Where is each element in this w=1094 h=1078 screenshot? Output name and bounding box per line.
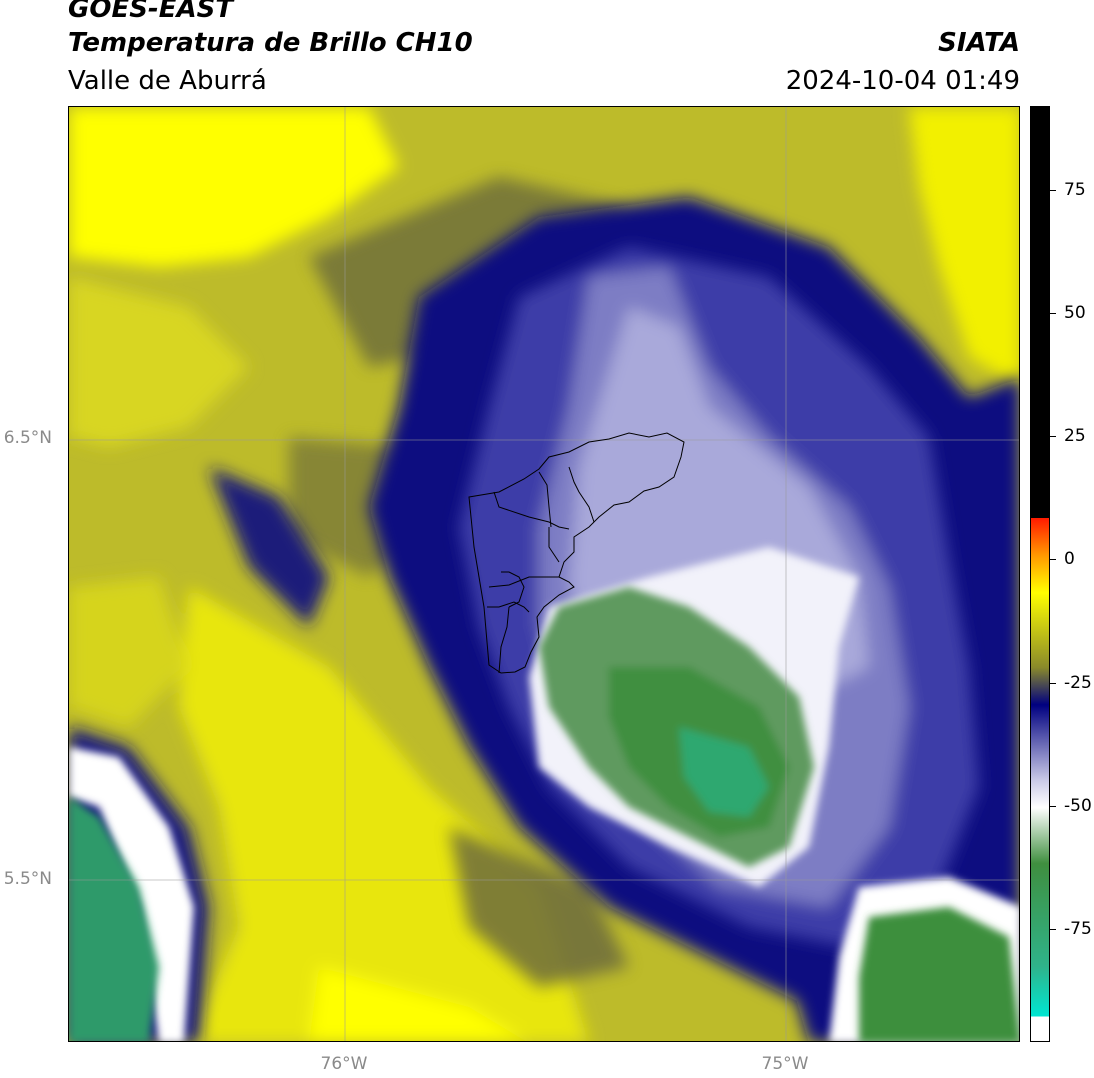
agency-label: SIATA [938, 28, 1020, 58]
colorbar-label-75: 75 [1064, 180, 1086, 200]
lon-label-75w: 75°W [761, 1054, 809, 1074]
map-panel[interactable] [68, 106, 1020, 1042]
colorbar-tick-minus50 [1050, 806, 1056, 807]
colorbar-label-minus75: -75 [1064, 919, 1092, 939]
datetime-label: 2024-10-04 01:49 [785, 66, 1020, 96]
colorbar-label-minus50: -50 [1064, 796, 1092, 816]
colorbar-tick-minus75 [1050, 929, 1056, 930]
boundary-8 [498, 606, 510, 674]
colorbar-tick-0 [1050, 559, 1056, 560]
graticule [69, 107, 1019, 1041]
colorbar-tick-50 [1050, 313, 1056, 314]
boundary-7 [487, 601, 530, 613]
title-product: Temperatura de Brillo CH10 [68, 28, 473, 58]
cold-cores [69, 587, 1019, 1041]
colorbar-tick-75 [1050, 190, 1056, 191]
boundary-1 [493, 491, 570, 530]
colorbar-label-minus25: -25 [1064, 673, 1092, 693]
lat-label-5-5n: 5.5°N [3, 869, 52, 889]
region-label: Valle de Aburrá [68, 66, 267, 96]
colorbar-label-50: 50 [1064, 303, 1086, 323]
colorbar-label-0: 0 [1064, 549, 1075, 569]
boundary-6 [501, 571, 525, 608]
brightness-temperature-map [69, 107, 1019, 1041]
lon-label-76w: 76°W [320, 1054, 368, 1074]
colorbar-label-25: 25 [1064, 426, 1086, 446]
municipal-boundaries [468, 432, 685, 674]
colorbar-tick-minus25 [1050, 683, 1056, 684]
lat-label-6-5n: 6.5°N [3, 428, 52, 448]
colorbar [1030, 106, 1050, 1042]
boundary-2 [538, 471, 552, 528]
boundary-3 [568, 466, 595, 523]
boundary-5 [488, 576, 559, 588]
title-satellite: GOES-EAST [68, 0, 234, 24]
colorbar-tick-25 [1050, 436, 1056, 437]
boundary-4 [548, 527, 560, 563]
aburra-outline [468, 432, 685, 674]
